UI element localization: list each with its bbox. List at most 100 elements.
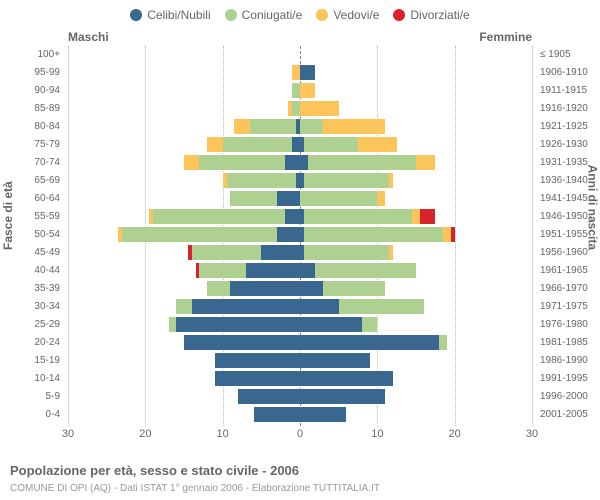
- bar-segment: [230, 281, 300, 296]
- bar-right: [300, 137, 397, 152]
- bar-segment: [300, 371, 393, 386]
- bar-right: [300, 353, 370, 368]
- chart-subtitle: COMUNE DI OPI (AQ) - Dati ISTAT 1° genna…: [10, 483, 380, 494]
- bar-segment: [192, 299, 300, 314]
- bar-right: [300, 371, 393, 386]
- legend-label: Divorziati/e: [410, 8, 469, 22]
- cohort-label: 2001-2005: [536, 406, 600, 424]
- age-row: [68, 154, 532, 172]
- bar-right: [300, 101, 339, 116]
- age-row: [68, 100, 532, 118]
- bar-segment: [339, 299, 424, 314]
- bar-segment: [304, 227, 443, 242]
- x-tick: 20: [139, 428, 151, 440]
- bar-segment: [223, 137, 293, 152]
- bar-segment: [416, 155, 435, 170]
- bar-right: [300, 191, 385, 206]
- bar-right: [300, 263, 416, 278]
- age-row: [68, 136, 532, 154]
- bar-right: [300, 389, 385, 404]
- gridline: [532, 46, 533, 426]
- age-label: 100+: [0, 46, 64, 64]
- bar-segment: [389, 173, 393, 188]
- bar-segment: [153, 209, 284, 224]
- bar-segment: [323, 119, 385, 134]
- age-label: 25-29: [0, 316, 64, 334]
- bar-segment: [304, 137, 358, 152]
- age-label: 0-4: [0, 406, 64, 424]
- age-row: [68, 370, 532, 388]
- age-row: [68, 298, 532, 316]
- cohort-label: 1946-1950: [536, 208, 600, 226]
- bar-segment: [358, 137, 397, 152]
- bar-left: [118, 227, 300, 242]
- age-row: [68, 334, 532, 352]
- bar-segment: [300, 299, 339, 314]
- cohort-label: 1986-1990: [536, 352, 600, 370]
- legend-item: Vedovi/e: [316, 8, 379, 22]
- bar-left: [184, 335, 300, 350]
- age-label: 55-59: [0, 208, 64, 226]
- x-tick: 10: [371, 428, 383, 440]
- bar-segment: [122, 227, 277, 242]
- legend-item: Celibi/Nubili: [130, 8, 210, 22]
- bar-segment: [439, 335, 447, 350]
- bar-segment: [250, 119, 296, 134]
- bar-segment: [389, 245, 393, 260]
- age-label: 90-94: [0, 82, 64, 100]
- bar-segment: [308, 155, 416, 170]
- bar-segment: [300, 101, 339, 116]
- bar-segment: [215, 371, 300, 386]
- y-axis-right: ≤ 19051906-19101911-19151916-19201921-19…: [536, 46, 600, 426]
- bar-left: [223, 173, 300, 188]
- age-row: [68, 64, 532, 82]
- gender-male-label: Maschi: [68, 30, 109, 44]
- bar-right: [300, 119, 385, 134]
- age-label: 75-79: [0, 136, 64, 154]
- age-row: [68, 190, 532, 208]
- bar-segment: [215, 353, 300, 368]
- cohort-label: 1996-2000: [536, 388, 600, 406]
- age-label: 5-9: [0, 388, 64, 406]
- age-row: [68, 262, 532, 280]
- age-label: 95-99: [0, 64, 64, 82]
- bar-segment: [192, 245, 262, 260]
- bar-left: [215, 371, 300, 386]
- age-row: [68, 316, 532, 334]
- age-label: 10-14: [0, 370, 64, 388]
- age-label: 40-44: [0, 262, 64, 280]
- bar-segment: [451, 227, 455, 242]
- age-label: 50-54: [0, 226, 64, 244]
- bar-segment: [277, 227, 300, 242]
- bar-left: [215, 353, 300, 368]
- legend-label: Vedovi/e: [333, 8, 379, 22]
- gender-female-label: Femmine: [479, 30, 532, 44]
- age-label: 35-39: [0, 280, 64, 298]
- age-row: [68, 172, 532, 190]
- bar-left: [207, 281, 300, 296]
- bar-segment: [292, 83, 300, 98]
- bar-segment: [300, 353, 370, 368]
- bar-right: [300, 173, 393, 188]
- cohort-label: 1936-1940: [536, 172, 600, 190]
- cohort-label: 1916-1920: [536, 100, 600, 118]
- bar-segment: [300, 191, 377, 206]
- bar-segment: [238, 389, 300, 404]
- cohort-label: 1931-1935: [536, 154, 600, 172]
- bar-segment: [300, 389, 385, 404]
- bar-segment: [304, 173, 389, 188]
- bar-right: [300, 83, 315, 98]
- population-pyramid-chart: Celibi/NubiliConiugati/eVedovi/eDivorzia…: [0, 0, 600, 500]
- bar-segment: [199, 263, 245, 278]
- legend-swatch: [316, 9, 328, 21]
- bar-segment: [300, 155, 308, 170]
- cohort-label: 1961-1965: [536, 262, 600, 280]
- bar-right: [300, 317, 377, 332]
- bar-left: [230, 191, 300, 206]
- age-label: 65-69: [0, 172, 64, 190]
- bar-right: [300, 299, 424, 314]
- bar-right: [300, 407, 346, 422]
- legend-swatch: [225, 9, 237, 21]
- bar-left: [288, 101, 300, 116]
- bar-segment: [315, 263, 416, 278]
